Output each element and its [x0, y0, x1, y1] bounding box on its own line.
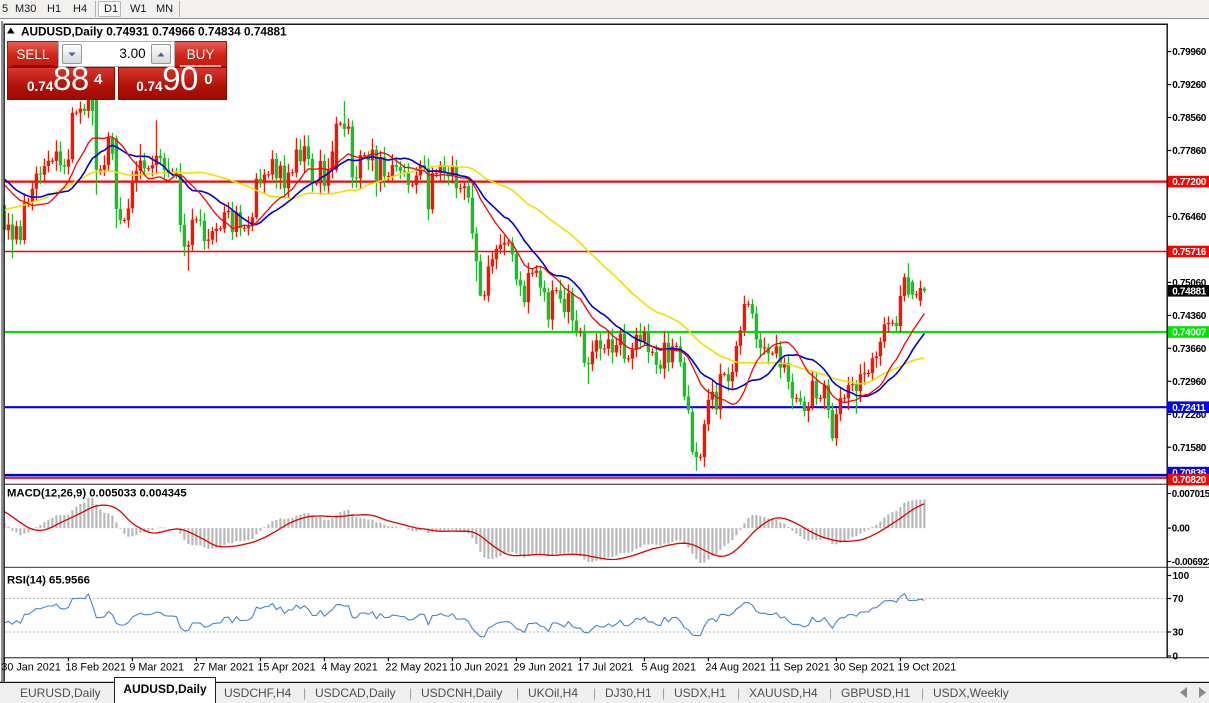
svg-text:0.72411: 0.72411: [1172, 403, 1206, 414]
svg-text:0.71580: 0.71580: [1172, 443, 1206, 454]
svg-text:0.74360: 0.74360: [1172, 311, 1206, 322]
svg-text:30: 30: [1173, 628, 1185, 639]
svg-text:0.00: 0.00: [1172, 524, 1191, 535]
svg-text:11 Sep 2021: 11 Sep 2021: [769, 662, 829, 674]
svg-text:30 Jan 2021: 30 Jan 2021: [1, 662, 60, 674]
svg-text:0.75716: 0.75716: [1172, 247, 1206, 258]
svg-text:4 May 2021: 4 May 2021: [321, 662, 377, 674]
svg-text:30 Sep 2021: 30 Sep 2021: [833, 662, 894, 674]
svg-text:0.72960: 0.72960: [1172, 377, 1206, 388]
svg-text:0.78560: 0.78560: [1172, 113, 1206, 124]
svg-text:5 Aug 2021: 5 Aug 2021: [641, 662, 696, 674]
svg-text:10 Jun 2021: 10 Jun 2021: [449, 662, 508, 674]
svg-text:0.74881: 0.74881: [1172, 286, 1206, 297]
svg-text:0.007015: 0.007015: [1172, 489, 1209, 500]
svg-text:0.73660: 0.73660: [1172, 344, 1206, 355]
svg-text:0.72280: 0.72280: [1172, 410, 1206, 421]
svg-text:0.79260: 0.79260: [1172, 80, 1206, 91]
svg-text:18 Feb 2021: 18 Feb 2021: [65, 662, 126, 674]
svg-text:17 Jul 2021: 17 Jul 2021: [577, 662, 633, 674]
svg-text:9 Mar 2021: 9 Mar 2021: [129, 662, 184, 674]
svg-text:-0.006923: -0.006923: [1172, 557, 1209, 568]
svg-text:0.76460: 0.76460: [1172, 212, 1206, 223]
svg-text:0.77860: 0.77860: [1172, 146, 1206, 157]
svg-text:0.74007: 0.74007: [1172, 328, 1206, 339]
svg-text:100: 100: [1173, 571, 1190, 582]
svg-text:0.79960: 0.79960: [1172, 47, 1206, 58]
svg-text:22 May 2021: 22 May 2021: [385, 662, 447, 674]
svg-text:AUDUSD,Daily 0.74931 0.74966: AUDUSD,Daily 0.74931 0.74966 0.74834 0.7…: [21, 25, 287, 39]
svg-text:19 Oct 2021: 19 Oct 2021: [897, 662, 956, 674]
svg-text:0: 0: [1173, 652, 1179, 663]
svg-text:0.70820: 0.70820: [1172, 475, 1206, 486]
svg-text:29 Jun 2021: 29 Jun 2021: [513, 662, 572, 674]
svg-text:15 Apr 2021: 15 Apr 2021: [257, 662, 315, 674]
svg-text:70: 70: [1173, 594, 1185, 605]
svg-text:27 Mar 2021: 27 Mar 2021: [193, 662, 254, 674]
svg-text:0.70836: 0.70836: [1172, 468, 1206, 479]
svg-text:0.75060: 0.75060: [1172, 278, 1206, 289]
svg-text:MACD(12,26,9) 0.005033 0.00434: MACD(12,26,9) 0.005033 0.004345: [7, 488, 187, 500]
svg-text:24 Aug 2021: 24 Aug 2021: [705, 662, 766, 674]
svg-text:0.77200: 0.77200: [1172, 177, 1206, 188]
svg-text:RSI(14) 65.9566: RSI(14) 65.9566: [7, 575, 90, 587]
